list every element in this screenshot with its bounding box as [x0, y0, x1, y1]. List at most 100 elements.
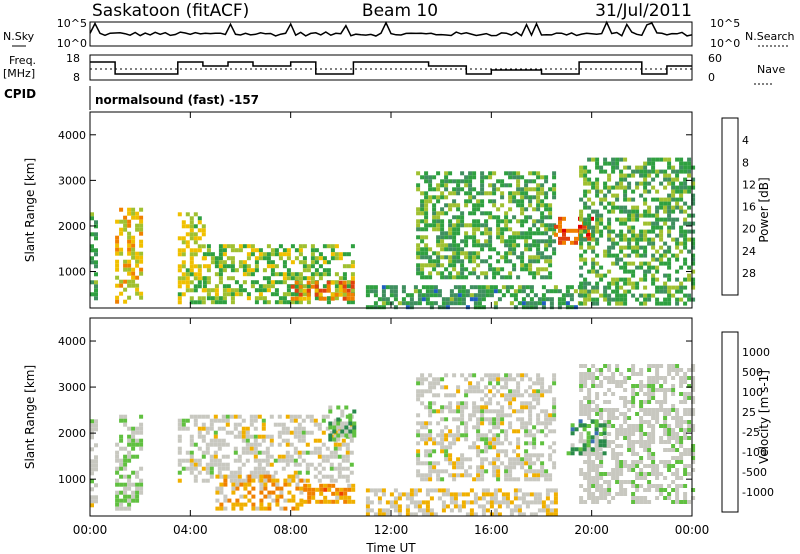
data-cell [659, 384, 664, 388]
data-cell [432, 469, 437, 474]
data-cell [218, 272, 223, 277]
data-cell [225, 422, 230, 427]
data-cell [428, 461, 433, 466]
data-cell [500, 461, 505, 466]
data-cell [476, 263, 481, 268]
data-cell [548, 263, 553, 268]
data-cell [345, 466, 350, 471]
data-cell [552, 409, 557, 414]
data-cell [444, 433, 449, 438]
data-cell [579, 285, 584, 290]
data-cell [508, 183, 513, 188]
data-cell [683, 277, 688, 282]
data-cell [472, 445, 477, 450]
data-cell [496, 207, 501, 212]
data-cell [639, 380, 644, 384]
data-cell [476, 453, 481, 458]
data-cell [528, 429, 533, 434]
data-cell [679, 452, 684, 456]
data-cell [420, 235, 425, 240]
data-cell [346, 300, 351, 305]
data-cell [270, 248, 275, 253]
data-cell [587, 392, 592, 396]
data-cell [643, 249, 648, 254]
data-cell [663, 420, 668, 424]
data-cell [623, 197, 628, 202]
data-cell [348, 413, 353, 418]
data-cell [90, 212, 94, 217]
data-cell [373, 301, 378, 306]
data-cell [302, 284, 307, 289]
data-cell [460, 413, 465, 418]
data-cell [229, 414, 234, 419]
data-cell [468, 223, 473, 228]
data-cell [139, 223, 144, 228]
data-cell [205, 478, 210, 483]
data-cell [541, 285, 546, 290]
data-cell [480, 203, 485, 208]
data-cell [262, 300, 267, 305]
data-cell [675, 277, 680, 282]
data-cell [421, 285, 426, 290]
data-cell [345, 478, 350, 483]
data-cell [94, 292, 98, 297]
data-cell [311, 495, 316, 500]
data-cell [325, 474, 330, 479]
data-cell [663, 297, 668, 302]
data-cell [460, 267, 465, 272]
data-cell [440, 223, 445, 228]
data-cell [349, 450, 354, 455]
data-cell [520, 461, 525, 466]
data-cell [115, 299, 120, 304]
data-cell [500, 429, 505, 434]
data-cell [277, 442, 282, 447]
data-cell [635, 285, 640, 290]
data-cell [328, 437, 333, 442]
data-cell [413, 488, 418, 493]
data-cell [631, 460, 636, 464]
data-cell [119, 418, 124, 423]
data-cell [691, 384, 696, 388]
data-cell [651, 241, 656, 246]
data-cell [139, 259, 144, 264]
data-cell [647, 440, 652, 444]
data-cell [139, 267, 144, 272]
data-cell [599, 484, 604, 488]
data-cell [334, 272, 339, 277]
data-cell [516, 381, 521, 386]
data-cell [333, 454, 338, 459]
data-cell [135, 430, 140, 435]
data-cell [293, 426, 298, 431]
data-cell [440, 239, 445, 244]
data-cell [436, 377, 441, 382]
data-cell [291, 498, 296, 503]
data-cell [115, 490, 120, 495]
data-cell [647, 161, 652, 166]
data-cell [643, 496, 648, 500]
data-cell [679, 420, 684, 424]
data-cell [497, 504, 502, 509]
data-cell [189, 466, 194, 471]
data-cell [257, 414, 262, 419]
data-cell [214, 272, 219, 277]
data-cell [516, 373, 521, 378]
data-cell [520, 191, 525, 196]
data-cell [480, 175, 485, 180]
data-cell [536, 191, 541, 196]
data-cell [627, 229, 632, 234]
data-cell [525, 500, 530, 505]
data-cell [393, 297, 398, 302]
data-cell [659, 245, 664, 250]
data-cell [270, 280, 275, 285]
nsky-trace [89, 20, 693, 37]
data-cell [651, 237, 656, 242]
data-cell [135, 426, 140, 431]
data-cell [94, 459, 98, 464]
data-cell [436, 469, 441, 474]
data-cell [420, 437, 425, 442]
data-cell [416, 469, 421, 474]
data-cell [309, 450, 314, 455]
data-cell [675, 416, 680, 420]
data-cell [545, 289, 550, 294]
data-cell [464, 223, 469, 228]
